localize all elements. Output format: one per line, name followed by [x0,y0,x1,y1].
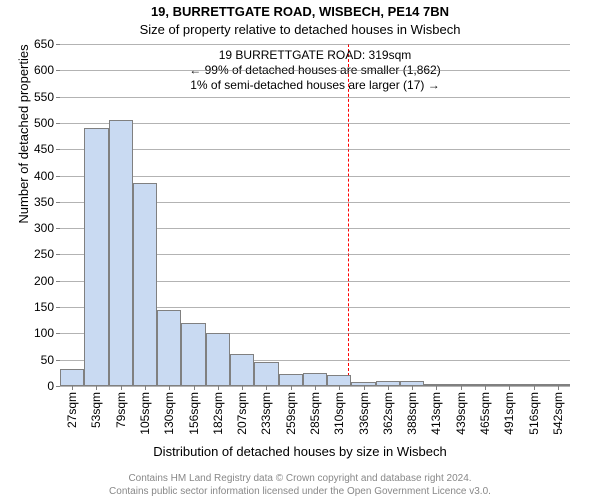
histogram-bar [254,362,278,386]
footer-attribution: Contains HM Land Registry data © Crown c… [0,472,600,498]
ytick-label: 150 [34,300,54,314]
ytick-label: 600 [34,63,54,77]
xtick-label: 233sqm [259,392,273,435]
histogram-bar [181,323,205,386]
xtick-label: 413sqm [429,392,443,435]
chart-plot-area: 19 BURRETTGATE ROAD: 319sqm ← 99% of det… [60,44,570,386]
ytick-label: 350 [34,195,54,209]
ytick-label: 500 [34,116,54,130]
xtick-label: 53sqm [89,392,103,428]
histogram-bar [84,128,108,386]
xtick-label: 207sqm [235,392,249,435]
xtick-label: 105sqm [138,392,152,435]
property-size-marker [348,44,350,386]
histogram-bar [230,354,254,386]
gridline [60,97,570,98]
gridline [60,176,570,177]
histogram-bar [133,183,157,386]
ytick-label: 50 [41,353,54,367]
x-axis-label: Distribution of detached houses by size … [0,444,600,459]
xtick-label: 439sqm [454,392,468,435]
gridline [60,44,570,45]
histogram-bar [327,375,351,386]
footer-line1: Contains HM Land Registry data © Crown c… [0,472,600,485]
ytick-label: 200 [34,274,54,288]
histogram-bar [60,369,84,386]
xtick-label: 491sqm [502,392,516,435]
ytick-label: 0 [47,379,54,393]
xtick-label: 130sqm [162,392,176,435]
xtick-label: 465sqm [478,392,492,435]
xtick-label: 388sqm [405,392,419,435]
footer-line2: Contains public sector information licen… [0,485,600,498]
annotation-line3: 1% of semi-detached houses are larger (1… [189,78,440,93]
main-title: 19, BURRETTGATE ROAD, WISBECH, PE14 7BN [0,4,600,19]
xtick-label: 27sqm [65,392,79,428]
ytick-label: 300 [34,221,54,235]
ytick-label: 550 [34,90,54,104]
gridline [60,123,570,124]
xtick-label: 285sqm [308,392,322,435]
xtick-label: 182sqm [211,392,225,435]
gridline [60,149,570,150]
xtick-label: 362sqm [381,392,395,435]
subtitle: Size of property relative to detached ho… [0,22,600,37]
xtick-label: 516sqm [527,392,541,435]
gridline [60,70,570,71]
annotation-line1: 19 BURRETTGATE ROAD: 319sqm [189,48,440,63]
histogram-bar [279,374,303,386]
ytick-label: 400 [34,169,54,183]
histogram-bar [109,120,133,386]
ytick-label: 250 [34,247,54,261]
ytick-label: 650 [34,37,54,51]
ytick-label: 450 [34,142,54,156]
ytick-label: 100 [34,326,54,340]
histogram-bar [206,333,230,386]
xtick-label: 336sqm [357,392,371,435]
xtick-label: 542sqm [551,392,565,435]
xtick-label: 310sqm [332,392,346,435]
y-axis-label: Number of detached properties [16,0,31,305]
histogram-bar [303,373,327,386]
xtick-label: 79sqm [114,392,128,428]
xtick-label: 259sqm [284,392,298,435]
xtick-label: 156sqm [187,392,201,435]
histogram-bar [157,310,181,386]
